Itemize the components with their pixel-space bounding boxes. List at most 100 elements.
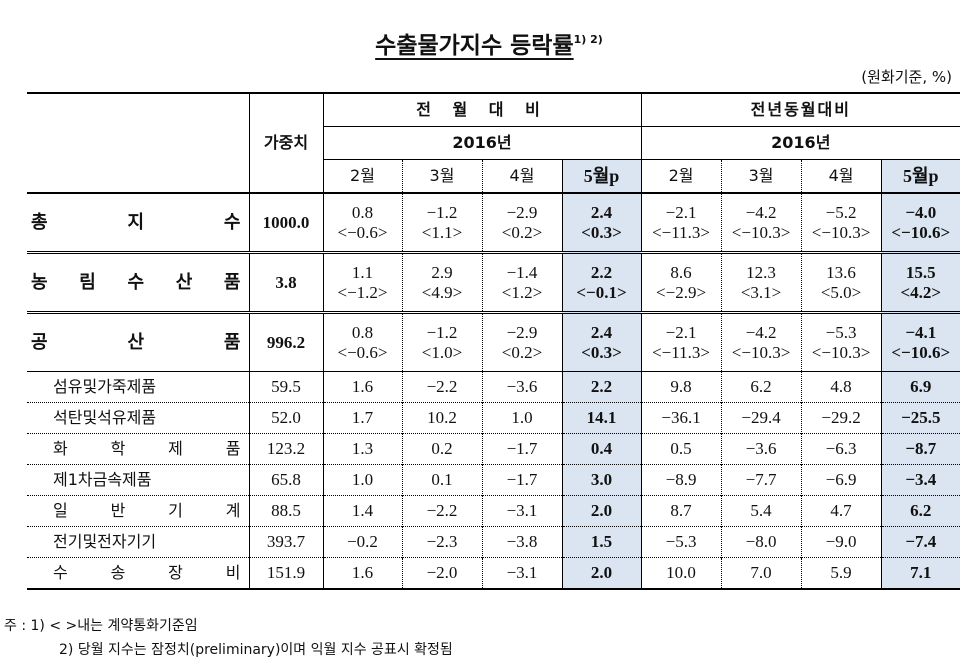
year-header-mom: 2016년 [322,126,642,160]
value-cell: 12.3 <3.1> [720,252,802,313]
value-cell: 0.2 [401,433,482,465]
value-cell: −3.8 [481,526,562,558]
value-cell: 2.0 [561,495,642,527]
value-cell: 2.2 <−0.1> [561,252,642,313]
month-header: 2월 [322,159,402,193]
value-cell: 2.4 <0.3> [561,193,642,253]
export-price-index-table: 가중치 전 월 대 비 전년동월대비 2016년 2016년 2월 3월 4월 … [27,92,961,590]
value-cell: −7.7 [720,464,802,496]
value-cell: −5.3 <−10.3> [800,312,882,372]
unit-label: (원화기준, %) [861,68,952,86]
weight-cell: 1000.0 [248,193,323,253]
table-row: 공 산 품 996.2 0.8 <−0.6> −1.2 <1.0> −2.9 <0.2… [27,312,961,372]
value-cell: −25.5 [880,402,961,434]
value-cell: −9.0 [800,526,882,558]
table-row: 일 반 기 계 88.5 1.4 −2.2 −3.1 2.0 8.7 5.4 4… [27,495,961,527]
value-cell: 10.0 [640,557,722,590]
value-cell: 0.4 [561,433,642,465]
value-cell: −1.2 <1.0> [401,312,482,372]
value-cell: 0.1 [401,464,482,496]
weight-header: 가중치 [248,92,323,194]
row-label: 섬유및가죽제품 [53,377,157,396]
value-cell: 0.8 <−0.6> [322,312,402,372]
value-cell: −1.7 [481,464,562,496]
value-cell: −5.3 [640,526,722,558]
value-cell: −3.1 [481,557,562,590]
value-cell: −3.1 [481,495,562,527]
row-label: 석탄및석유제품 [53,408,157,427]
weight-cell: 59.5 [248,371,323,403]
value-cell: −8.0 [720,526,802,558]
value-cell: 1.4 [322,495,402,527]
weight-cell: 3.8 [248,252,323,313]
value-cell: 1.1 <−1.2> [322,252,402,313]
value-cell: 2.0 [561,557,642,590]
value-cell: 6.9 [880,371,961,403]
value-cell: 4.8 [800,371,882,403]
value-cell: −2.2 [401,495,482,527]
value-cell: 13.6 <5.0> [800,252,882,313]
row-label: 농 림 수 산 품 [31,271,241,293]
value-cell: 8.7 [640,495,722,527]
row-label: 제1차금속제품 [53,470,152,489]
value-cell: −2.9 <0.2> [481,312,562,372]
value-cell: 6.2 [880,495,961,527]
weight-cell: 996.2 [248,312,323,372]
value-cell: −2.9 <0.2> [481,193,562,253]
value-cell: −3.4 [880,464,961,496]
weight-cell: 88.5 [248,495,323,527]
month-header: 4월 [800,159,882,193]
group-header-yoy: 전년동월대비 [640,92,961,127]
weight-cell: 52.0 [248,402,323,434]
value-cell: 0.5 [640,433,722,465]
weight-cell: 151.9 [248,557,323,590]
value-cell: −2.0 [401,557,482,590]
table-row: 총 지 수 1000.0 0.8 <−0.6> −1.2 <1.1> −2.9 <0.… [27,193,961,253]
table-row: 수 송 장 비 151.9 1.6 −2.0 −3.1 2.0 10.0 7.0… [27,557,961,590]
title-text: 수출물가지수 등락률 [375,33,574,59]
value-cell: −36.1 [640,402,722,434]
value-cell: −5.2 <−10.3> [800,193,882,253]
row-label: 화 학 제 품 [53,439,241,458]
value-cell: 9.8 [640,371,722,403]
value-cell: 1.3 [322,433,402,465]
value-cell: 6.2 [720,371,802,403]
value-cell: 2.2 [561,371,642,403]
table-title: 수출물가지수 등락률1) 2) [0,26,978,60]
value-cell: −3.6 [481,371,562,403]
value-cell: 4.7 [800,495,882,527]
month-header: 5월p [880,159,961,193]
value-cell: −8.7 [880,433,961,465]
value-cell: 5.9 [800,557,882,590]
value-cell: 10.2 [401,402,482,434]
value-cell: −2.3 [401,526,482,558]
value-cell: −0.2 [322,526,402,558]
month-header: 4월 [481,159,562,193]
value-cell: 7.0 [720,557,802,590]
value-cell: −4.2 <−10.3> [720,193,802,253]
row-label: 총 지 수 [31,211,241,233]
value-cell: 1.6 [322,557,402,590]
value-cell: −2.1 <−11.3> [640,312,722,372]
row-label: 전기및전자기기 [53,532,157,551]
value-cell: 1.5 [561,526,642,558]
value-cell: −1.7 [481,433,562,465]
corner-cell [27,92,249,194]
weight-cell: 123.2 [248,433,323,465]
weight-cell: 393.7 [248,526,323,558]
footnotes: 주 : 1) < >내는 계약통화기준임 2) 당월 지수는 잠정치(preli… [4,614,453,662]
month-header: 5월p [561,159,642,193]
month-header-row: 2월 3월 4월 5월p 2월 3월 4월 5월p [27,159,961,193]
value-cell: −2.1 <−11.3> [640,193,722,253]
value-cell: −8.9 [640,464,722,496]
value-cell: 1.7 [322,402,402,434]
value-cell: 1.0 [481,402,562,434]
table-row: 화 학 제 품 123.2 1.3 0.2 −1.7 0.4 0.5 −3.6 … [27,433,961,465]
value-cell: −4.2 <−10.3> [720,312,802,372]
table-row: 농 림 수 산 품 3.8 1.1 <−1.2> 2.9 <4.9> −1.4 <1.… [27,252,961,313]
value-cell: −4.0 <−10.6> [880,193,961,253]
value-cell: 1.0 [322,464,402,496]
value-cell: 5.4 [720,495,802,527]
footnote-2: 2) 당월 지수는 잠정치(preliminary)이며 익월 지수 공표시 확… [59,642,453,658]
row-label: 일 반 기 계 [53,501,241,520]
